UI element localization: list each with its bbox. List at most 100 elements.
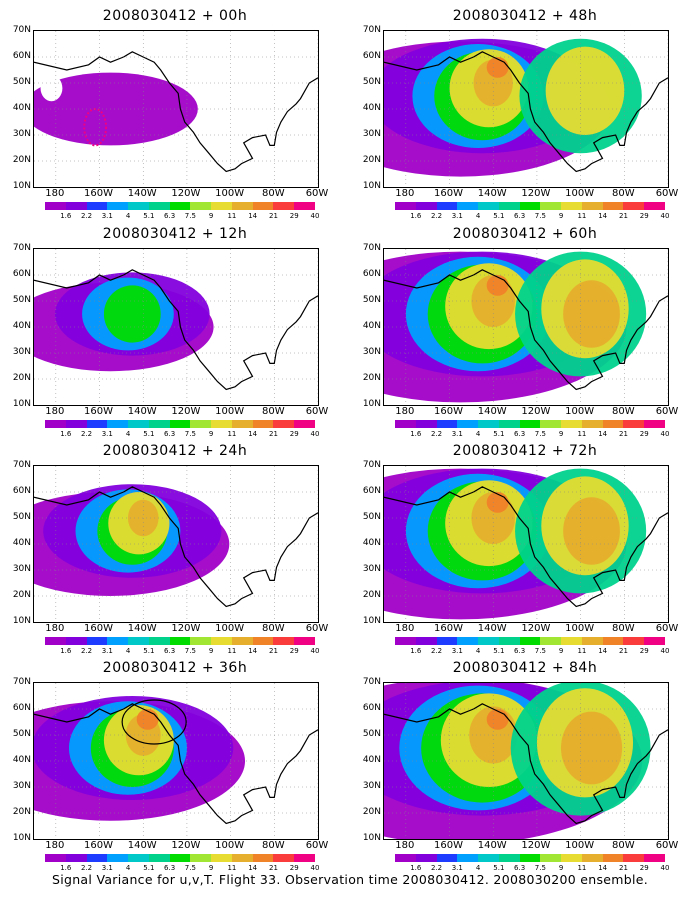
lat-tick-label: 30N: [12, 564, 31, 574]
coastline: [34, 708, 124, 723]
colorbar-label: 2.2: [430, 212, 443, 220]
colorbar-swatch: [294, 637, 315, 645]
colorbar-swatch: [190, 202, 212, 210]
lat-tick-label: 70N: [362, 243, 381, 253]
lat-tick-label: 50N: [12, 512, 31, 522]
lat-tick-label: 30N: [362, 564, 381, 574]
lon-tick-label: 80W: [611, 188, 635, 199]
lat-tick-label: 20N: [362, 807, 381, 817]
lon-tick-label: 140W: [477, 623, 507, 634]
colorbar-swatch: [540, 420, 562, 428]
map-svg: [34, 31, 318, 187]
colorbar-label: 7.5: [184, 647, 196, 655]
lon-tick-label: 180: [45, 406, 65, 417]
lon-tick-label: 180: [45, 623, 65, 634]
colorbar-label: 1.6: [410, 864, 422, 872]
colorbar-swatch: [581, 420, 603, 428]
lat-tick-label: 10N: [362, 833, 381, 843]
lat-tick-label: 70N: [12, 25, 31, 35]
colorbar-label: 1.6: [410, 212, 422, 220]
colorbar-swatch: [581, 854, 603, 862]
colorbar-swatch: [561, 637, 582, 645]
colorbar-label: 2.2: [430, 647, 443, 655]
colorbar-swatch: [211, 420, 232, 428]
colorbar-swatch: [498, 202, 520, 210]
lon-tick-label: 80W: [611, 623, 635, 634]
colorbar-swatch: [273, 854, 295, 862]
lat-tick-label: 30N: [362, 781, 381, 791]
lat-tick-label: 40N: [12, 321, 31, 331]
colorbar-label: 5.1: [493, 647, 505, 655]
colorbar-swatch: [148, 202, 170, 210]
colorbar-label: 9: [208, 430, 214, 438]
colorbar-label: 7.5: [534, 430, 546, 438]
coastline: [473, 486, 668, 608]
colorbar-label: 29: [639, 212, 649, 220]
colorbar-swatch: [252, 854, 274, 862]
colorbar-swatch: [436, 420, 458, 428]
colorbar-swatch: [436, 202, 458, 210]
colorbar-swatch: [107, 637, 129, 645]
lat-tick-label: 50N: [362, 729, 381, 739]
variance-contour: [563, 280, 620, 348]
colorbar-label: 29: [289, 212, 299, 220]
lat-tick-label: 20N: [362, 155, 381, 165]
lon-tick-label: 140W: [127, 623, 157, 634]
colorbar: [45, 854, 315, 862]
colorbar-swatch: [395, 637, 416, 645]
lon-tick-label: 120W: [171, 188, 201, 199]
colorbar-swatch: [273, 420, 295, 428]
lat-tick-label: 40N: [12, 103, 31, 113]
colorbar-label: 2.2: [80, 430, 93, 438]
lat-tick-label: 40N: [362, 755, 381, 765]
colorbar-label: 4: [125, 647, 131, 655]
colorbar-swatch: [128, 202, 149, 210]
colorbar-swatch: [644, 420, 665, 428]
colorbar-swatch: [211, 202, 232, 210]
colorbar-swatch: [169, 202, 191, 210]
colorbar-swatch: [457, 420, 479, 428]
colorbar-label: 4: [475, 212, 481, 220]
colorbar: [45, 420, 315, 428]
colorbar-label: 3.1: [451, 864, 463, 872]
colorbar-swatch: [623, 637, 645, 645]
coastline: [123, 486, 318, 608]
colorbar-swatch: [602, 202, 624, 210]
coastline: [34, 56, 124, 71]
colorbar: [395, 854, 665, 862]
lon-tick-label: 140W: [127, 840, 157, 851]
colorbar-label: 40: [310, 212, 320, 220]
colorbar-label: 6.3: [164, 864, 176, 872]
colorbar-label: 29: [639, 430, 649, 438]
variance-contour: [560, 711, 623, 785]
colorbar-label: 1.6: [60, 864, 72, 872]
lat-tick-label: 40N: [12, 755, 31, 765]
lat-tick-label: 50N: [12, 295, 31, 305]
colorbar-swatch: [623, 202, 645, 210]
colorbar-swatch: [107, 854, 129, 862]
colorbar-label: 1.6: [410, 647, 422, 655]
colorbar-label: 40: [660, 430, 670, 438]
coastline: [473, 269, 668, 391]
colorbar-label: 1.6: [60, 430, 72, 438]
colorbar-label: 3.1: [101, 647, 113, 655]
lon-tick-label: 100W: [215, 623, 245, 634]
colorbar-swatch: [644, 202, 665, 210]
colorbar-swatch: [478, 854, 499, 862]
colorbar-label: 6.3: [514, 430, 526, 438]
colorbar-label: 5.1: [143, 212, 155, 220]
lat-tick-label: 20N: [362, 373, 381, 383]
colorbar-label: 6.3: [164, 212, 176, 220]
colorbar-swatch: [45, 854, 66, 862]
colorbar-label: 14: [248, 430, 258, 438]
colorbar-label: 5.1: [143, 864, 155, 872]
colorbar-label: 11: [577, 647, 587, 655]
panel-title: 2008030412 + 72h: [452, 443, 598, 459]
colorbar-label: 21: [268, 647, 278, 655]
colorbar-swatch: [65, 637, 87, 645]
lon-tick-label: 100W: [215, 406, 245, 417]
colorbar-label: 1.6: [60, 212, 72, 220]
lon-tick-label: 100W: [215, 840, 245, 851]
variance-map: [383, 465, 669, 623]
colorbar-label: 9: [558, 212, 564, 220]
